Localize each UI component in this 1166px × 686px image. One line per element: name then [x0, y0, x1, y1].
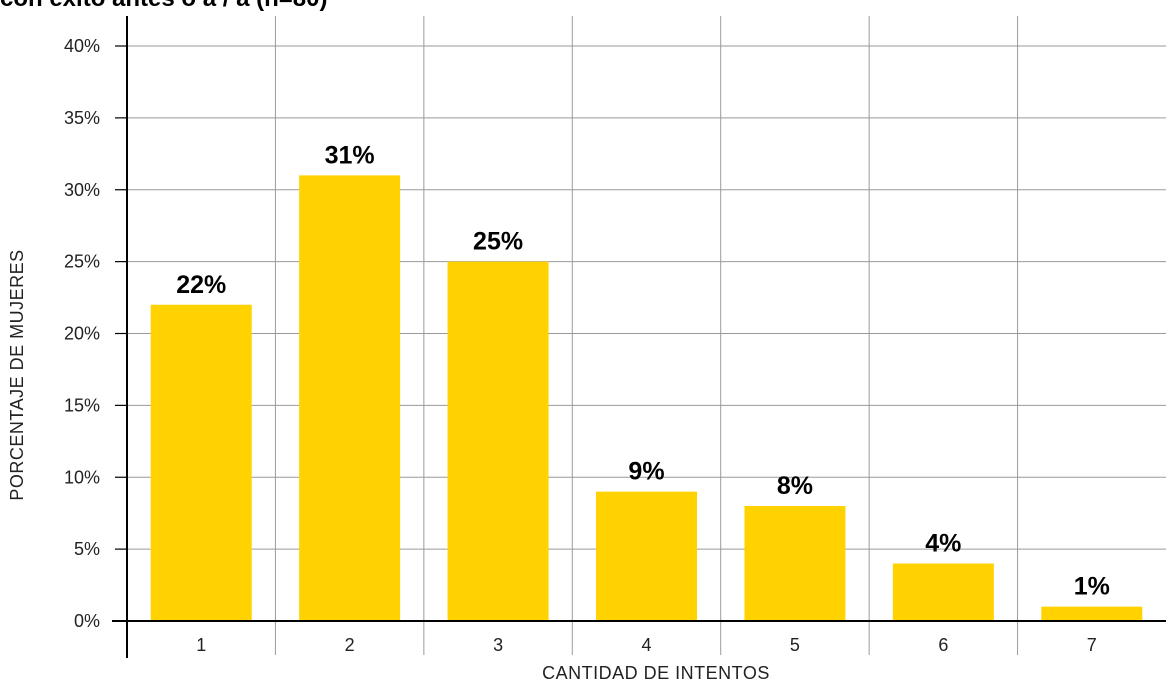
y-tick-label: 15%: [64, 395, 100, 415]
data-labels: 22% 31% 25% 9% 8% 4% 1%: [176, 141, 1110, 600]
bar-3: [447, 261, 549, 621]
x-tick-label: 1: [196, 635, 206, 655]
data-label-7: 1%: [1074, 573, 1110, 601]
data-label-5: 8%: [777, 472, 813, 500]
y-tick-label: 20%: [64, 324, 100, 344]
bar-4: [596, 491, 697, 621]
y-tick-label: 5%: [74, 539, 100, 559]
x-tick-label: 4: [641, 635, 651, 655]
y-tick-label: 30%: [64, 180, 100, 200]
x-axis-title: CANTIDAD DE INTENTOS: [542, 663, 770, 683]
data-label-6: 4%: [925, 530, 961, 558]
x-tick-label: 3: [493, 635, 503, 655]
x-tick-label: 6: [938, 635, 948, 655]
axes: [112, 16, 1166, 658]
y-tick-label: 25%: [64, 252, 100, 272]
y-tick-label: 40%: [64, 36, 100, 56]
x-tick-label: 7: [1087, 635, 1097, 655]
bar-5: [744, 506, 846, 621]
data-label-3: 25%: [473, 228, 523, 256]
bar-1: [150, 304, 252, 621]
data-label-2: 31%: [325, 141, 375, 169]
bars: [150, 175, 1143, 621]
tick-labels: 0% 5% 10% 15% 20% 25% 30% 35% 40% 1 2 3 4 5 6 7: [64, 36, 1097, 655]
y-axis-title: PORCENTAJE DE MUJERES: [7, 249, 27, 500]
x-tick-label: 2: [345, 635, 355, 655]
data-label-1: 22%: [176, 271, 226, 299]
bar-7: [1041, 606, 1143, 621]
y-tick-label: 10%: [64, 467, 100, 487]
bar-2: [299, 175, 401, 621]
x-tick-label: 5: [790, 635, 800, 655]
bar-6: [892, 563, 994, 621]
data-label-4: 9%: [628, 458, 664, 486]
y-tick-label: 35%: [64, 108, 100, 128]
y-tick-label: 0%: [74, 611, 100, 631]
chart-title: con éxito antes o a / a (n=80): [0, 0, 327, 12]
